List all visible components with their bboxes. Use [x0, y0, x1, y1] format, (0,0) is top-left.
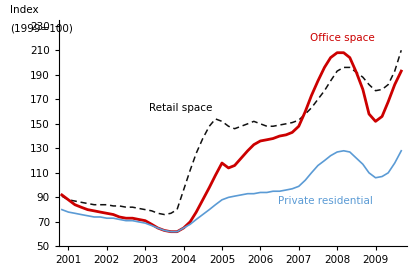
Text: Index: Index	[10, 5, 39, 15]
Text: Retail space: Retail space	[149, 103, 213, 113]
Text: (1999=100): (1999=100)	[10, 23, 73, 33]
Text: Private residential: Private residential	[278, 196, 373, 206]
Text: Office space: Office space	[310, 33, 375, 43]
